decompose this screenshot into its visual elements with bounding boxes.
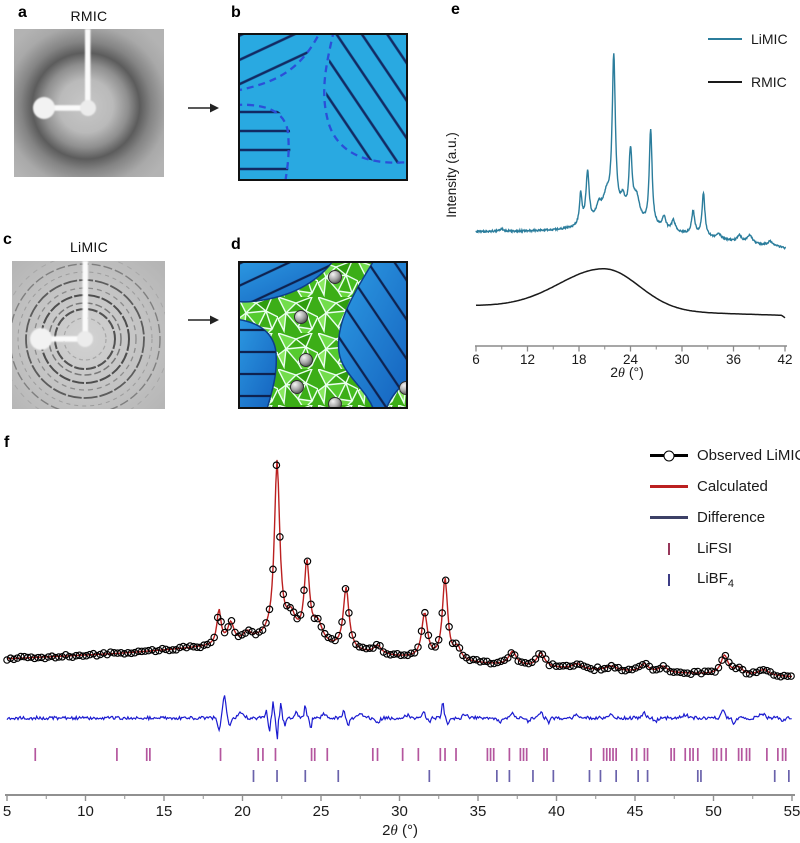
panel-b-schematic (238, 33, 408, 181)
observed-data-points (3, 461, 795, 681)
svg-text:18: 18 (571, 352, 586, 367)
difference-line-swatch (650, 516, 688, 519)
lithium-ion-spheres (290, 270, 408, 409)
svg-text:25: 25 (313, 803, 330, 820)
panel-c-diffraction-image (12, 261, 165, 409)
legend-item-limic: LiMIC (708, 28, 788, 50)
rmic-line-swatch (708, 80, 742, 84)
panel-c-title: LiMIC (69, 239, 109, 255)
legend-item-libf4: LiBF4 (650, 564, 800, 595)
difference-curve (6, 695, 792, 740)
legend-item-difference: Difference (650, 502, 800, 533)
legend-item-calculated: Calculated (650, 471, 800, 502)
beamstop (30, 261, 93, 350)
panel-f-rietveld-chart: 5 10 15 20 25 30 35 40 45 50 55 (3, 459, 800, 820)
f-legend: Observed LiMIC Calculated Difference LiF… (650, 440, 800, 595)
polymer-domain-right (337, 261, 408, 409)
polymer-domain-bottom-left (238, 318, 278, 409)
calculated-line-swatch (650, 485, 688, 488)
svg-text:6: 6 (472, 352, 480, 367)
legend-label: Difference (697, 509, 766, 526)
svg-text:20: 20 (234, 803, 251, 820)
e-xaxis-label: 2θ (°) (610, 364, 644, 381)
legend-item-observed: Observed LiMIC (650, 440, 800, 471)
observed-line-circle-swatch (650, 450, 688, 461)
panel-c-letter: c (3, 231, 12, 248)
panel-f-letter: f (4, 434, 10, 451)
lifsi-tick-swatch-wrap (650, 542, 688, 556)
legend-item-lifsi: LiFSI (650, 533, 800, 564)
e-yaxis-label: Intensity (a.u.) (444, 132, 459, 218)
open-circle-marker-icon (663, 450, 675, 461)
svg-text:24: 24 (623, 352, 639, 367)
e-legend: LiMIC RMIC (708, 28, 788, 93)
svg-text:55: 55 (784, 803, 800, 820)
lamellae-region-right (326, 33, 408, 164)
limic-line-swatch (708, 37, 742, 41)
panel-a-diffraction-image (14, 29, 164, 177)
panel-a-title: RMIC (70, 8, 108, 24)
svg-text:50: 50 (705, 803, 722, 820)
legend-label: RMIC (751, 74, 787, 90)
legend-label: Calculated (697, 478, 768, 495)
svg-text:10: 10 (77, 803, 94, 820)
arrow-right-icon (188, 315, 219, 325)
svg-text:36: 36 (726, 352, 741, 367)
svg-text:35: 35 (470, 803, 487, 820)
svg-text:40: 40 (548, 803, 565, 820)
rmic-curve (475, 268, 786, 319)
panel-e-letter: e (451, 1, 460, 18)
legend-label: Observed LiMIC (697, 447, 800, 464)
limic-curve (475, 53, 786, 251)
panel-d-border (238, 261, 408, 409)
svg-text:30: 30 (674, 352, 689, 367)
svg-text:42: 42 (777, 352, 792, 367)
libf4-tick-swatch-wrap (650, 573, 688, 587)
panel-e-chart: 6 12 18 24 30 36 42 (472, 53, 793, 367)
svg-text:15: 15 (156, 803, 173, 820)
svg-text:45: 45 (627, 803, 644, 820)
legend-item-rmic: RMIC (708, 71, 788, 93)
beamstop (33, 29, 96, 119)
svg-text:5: 5 (3, 803, 11, 820)
f-xaxis-label: 2θ (°) (382, 822, 418, 839)
legend-label: LiFSI (697, 540, 733, 557)
svg-text:12: 12 (520, 352, 535, 367)
lamellae-region-bottom-left (238, 102, 291, 181)
svg-text:30: 30 (391, 803, 408, 820)
panel-b-border (238, 33, 408, 181)
panel-d-schematic (238, 261, 408, 409)
bragg-tick-icon (668, 542, 671, 555)
legend-label: LiMIC (751, 31, 788, 47)
dashed-domain-boundaries (238, 33, 408, 181)
panel-b-letter: b (231, 4, 241, 21)
legend-label: LiBF4 (697, 569, 734, 590)
panel-a-letter: a (18, 4, 27, 21)
bragg-tick-icon (668, 573, 671, 586)
panel-d-letter: d (231, 236, 241, 253)
lamellae-region-top-left (238, 33, 321, 92)
polymer-domain-top-left (238, 261, 334, 303)
arrow-right-icon (188, 103, 219, 113)
